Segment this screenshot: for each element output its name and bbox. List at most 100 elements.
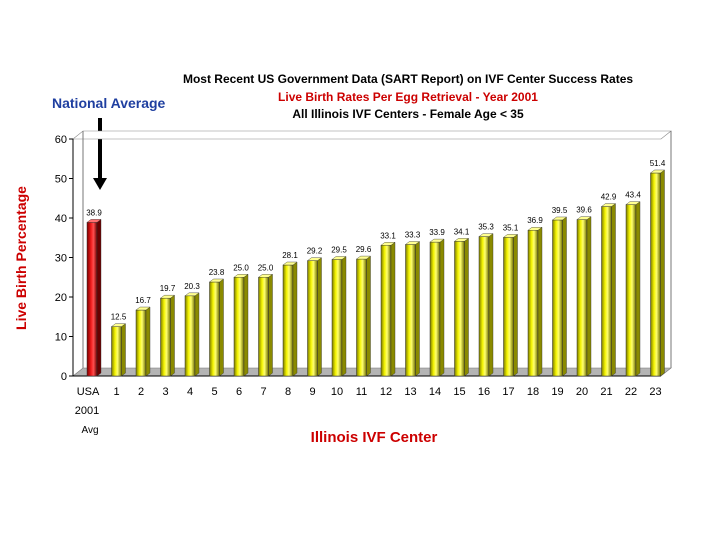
- bar: [184, 292, 200, 377]
- bar: [576, 216, 592, 377]
- value-label: 16.7: [135, 296, 151, 305]
- bar-side: [464, 237, 469, 377]
- bar-face: [454, 241, 465, 377]
- bar-top: [453, 238, 470, 242]
- bar-face: [331, 259, 343, 377]
- bar-top: [135, 306, 151, 311]
- value-label: 35.3: [478, 223, 494, 232]
- bar-side: [660, 169, 665, 377]
- x-tick-label: 18: [527, 386, 539, 398]
- value-label: 25.0: [233, 263, 249, 272]
- y-tick-label: 20: [55, 292, 67, 304]
- x-tick-label: 11: [356, 386, 367, 398]
- bar-top: [502, 234, 519, 238]
- bar: [282, 261, 298, 377]
- x-tick-label: 15: [453, 386, 465, 398]
- bar-face: [258, 277, 269, 377]
- bar-side: [537, 226, 543, 377]
- bar-top: [208, 278, 225, 283]
- bar-face: [380, 245, 392, 377]
- bar-face: [429, 241, 441, 377]
- bar: [135, 306, 151, 377]
- value-label: 25.0: [258, 263, 274, 272]
- value-label: 43.4: [625, 191, 641, 200]
- x-tick-label: 8: [285, 386, 291, 398]
- y-tick-label: 50: [55, 174, 67, 186]
- bar-face: [282, 264, 294, 377]
- value-label: 39.6: [576, 206, 592, 215]
- x-tick-label: 21: [600, 386, 612, 398]
- bar: [159, 294, 176, 377]
- bar-side: [488, 233, 494, 377]
- bar-side: [390, 241, 396, 377]
- bar-top: [429, 238, 445, 243]
- x-tick-label: 16: [478, 386, 490, 398]
- bar-top: [184, 292, 200, 297]
- x-tick-label: 6: [236, 386, 242, 398]
- value-label: 34.1: [454, 227, 470, 236]
- bar-face: [184, 295, 196, 377]
- bar-face: [209, 281, 220, 377]
- bar: [502, 233, 519, 377]
- bar-national-average: [86, 218, 102, 377]
- x-tick-label: 5: [211, 386, 217, 398]
- bar-top: [576, 216, 592, 220]
- bar-side: [611, 203, 616, 377]
- bar: [453, 237, 470, 377]
- x-tick-label: USA: [77, 386, 100, 398]
- bar: [625, 201, 641, 377]
- value-label: 33.1: [380, 231, 396, 240]
- y-axis-label: Live Birth Percentage: [13, 186, 29, 330]
- value-label: 39.5: [552, 206, 568, 215]
- bar-face: [650, 172, 661, 377]
- value-label: 42.9: [601, 193, 617, 202]
- bar-face: [307, 260, 318, 377]
- bar: [404, 241, 421, 377]
- bar-side: [586, 216, 592, 377]
- bar-face: [601, 206, 612, 377]
- y-tick-label: 60: [55, 134, 67, 146]
- bar: [600, 203, 617, 377]
- bar-side: [562, 216, 567, 377]
- x-tick-label: 23: [649, 386, 661, 398]
- x-tick-label: 7: [260, 386, 266, 398]
- bar-side: [96, 218, 102, 377]
- bar-face: [503, 237, 514, 377]
- x-tick-sublabel-year: 2001: [75, 405, 99, 417]
- value-label: 38.9: [86, 208, 102, 217]
- value-label: 23.8: [209, 268, 225, 277]
- bar-top: [355, 255, 372, 260]
- chart-subtitle-2: All Illinois IVF Centers - Female Age < …: [292, 107, 524, 121]
- value-label: 35.1: [503, 223, 519, 232]
- value-label: 29.5: [331, 245, 347, 254]
- bar-top: [331, 256, 347, 260]
- bar-side: [268, 273, 273, 377]
- bar-top: [233, 274, 249, 278]
- x-tick-sublabel-avg: Avg: [81, 425, 98, 436]
- value-label: 36.9: [527, 216, 543, 225]
- bar: [527, 226, 543, 377]
- bar-side: [635, 201, 641, 377]
- bar-side: [415, 241, 420, 377]
- bar: [208, 278, 225, 377]
- bar-face: [576, 219, 588, 377]
- x-tick-label: 2: [138, 386, 144, 398]
- bar-face: [86, 222, 98, 377]
- national-average-arrow: [93, 118, 107, 190]
- x-tick-label: 1: [113, 386, 119, 398]
- bar-side: [292, 261, 298, 377]
- bar-top: [306, 257, 323, 261]
- bar-top: [110, 323, 127, 327]
- x-tick-label: 19: [551, 386, 563, 398]
- y-tick-label: 0: [61, 371, 67, 383]
- bar-side: [513, 233, 518, 377]
- bar-side: [317, 257, 322, 377]
- x-axis-label: Illinois IVF Center: [311, 429, 438, 446]
- bar-face: [111, 326, 122, 377]
- bar-top: [478, 233, 494, 237]
- bar-top: [380, 242, 396, 246]
- bar-side: [194, 292, 200, 377]
- value-label: 29.6: [356, 245, 372, 254]
- bar: [331, 256, 347, 377]
